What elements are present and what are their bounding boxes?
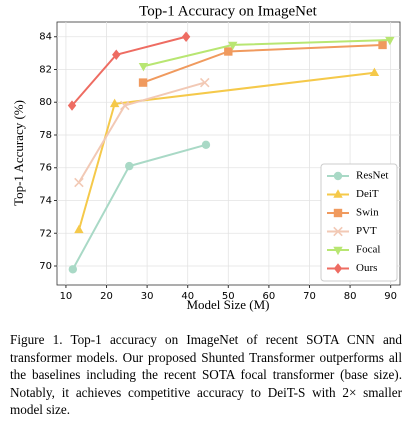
marker xyxy=(181,31,191,42)
marker xyxy=(201,140,211,150)
marker xyxy=(125,161,134,171)
x-tick-label: 50 xyxy=(222,291,235,302)
y-tick-label: 70 xyxy=(39,261,52,272)
y-tick-label: 78 xyxy=(39,130,52,141)
marker xyxy=(333,246,343,256)
chart-title: Top-1 Accuracy on ImageNet xyxy=(139,3,317,19)
marker xyxy=(74,177,84,188)
legend-label: PVT xyxy=(356,225,377,237)
legend-label: Ours xyxy=(356,262,377,274)
marker xyxy=(228,41,238,51)
y-tick-label: 84 xyxy=(39,32,52,43)
x-tick-label: 80 xyxy=(344,291,357,302)
chart: Top-1 Accuracy on ImageNet Model Size (M… xyxy=(11,3,401,312)
x-tick-label: 60 xyxy=(263,291,276,302)
marker xyxy=(369,67,380,76)
marker xyxy=(112,49,121,60)
marker xyxy=(74,224,84,234)
x-tick-label: 10 xyxy=(60,291,73,302)
marker xyxy=(385,36,395,46)
x-tick-label: 30 xyxy=(141,291,154,302)
marker xyxy=(333,189,343,198)
marker xyxy=(120,100,130,111)
y-tick-label: 76 xyxy=(39,163,52,174)
y-tick-label: 72 xyxy=(39,228,52,239)
legend-label: Focal xyxy=(356,244,380,256)
y-tick-label: 74 xyxy=(39,195,52,206)
y-tick-label: 80 xyxy=(39,97,52,108)
x-axis-label: Model Size (M) xyxy=(186,297,269,312)
x-tick-label: 70 xyxy=(303,291,316,302)
marker xyxy=(68,265,78,274)
marker xyxy=(138,63,149,72)
marker xyxy=(67,100,77,111)
marker xyxy=(333,208,343,218)
y-axis-label: Top-1 Accuracy (%) xyxy=(11,100,26,206)
marker xyxy=(109,98,120,108)
marker xyxy=(333,263,343,274)
legend-label: DeiT xyxy=(356,188,379,200)
legend-label: Swin xyxy=(356,207,379,219)
marker xyxy=(333,171,343,181)
x-tick-label: 20 xyxy=(100,291,113,302)
marker xyxy=(224,47,233,56)
y-tick-label: 82 xyxy=(39,64,52,75)
x-tick-label: 40 xyxy=(181,291,194,302)
marker xyxy=(199,77,210,88)
x-tick-label: 90 xyxy=(384,291,397,302)
marker xyxy=(138,78,148,87)
marker xyxy=(333,226,343,237)
figure-caption: Figure 1. Top-1 accuracy on ImageNet of … xyxy=(10,332,402,417)
legend-label: ResNet xyxy=(356,170,388,182)
marker xyxy=(378,40,387,50)
legend: ResNet DeiT Swin PVT Focal Ours xyxy=(320,163,398,282)
